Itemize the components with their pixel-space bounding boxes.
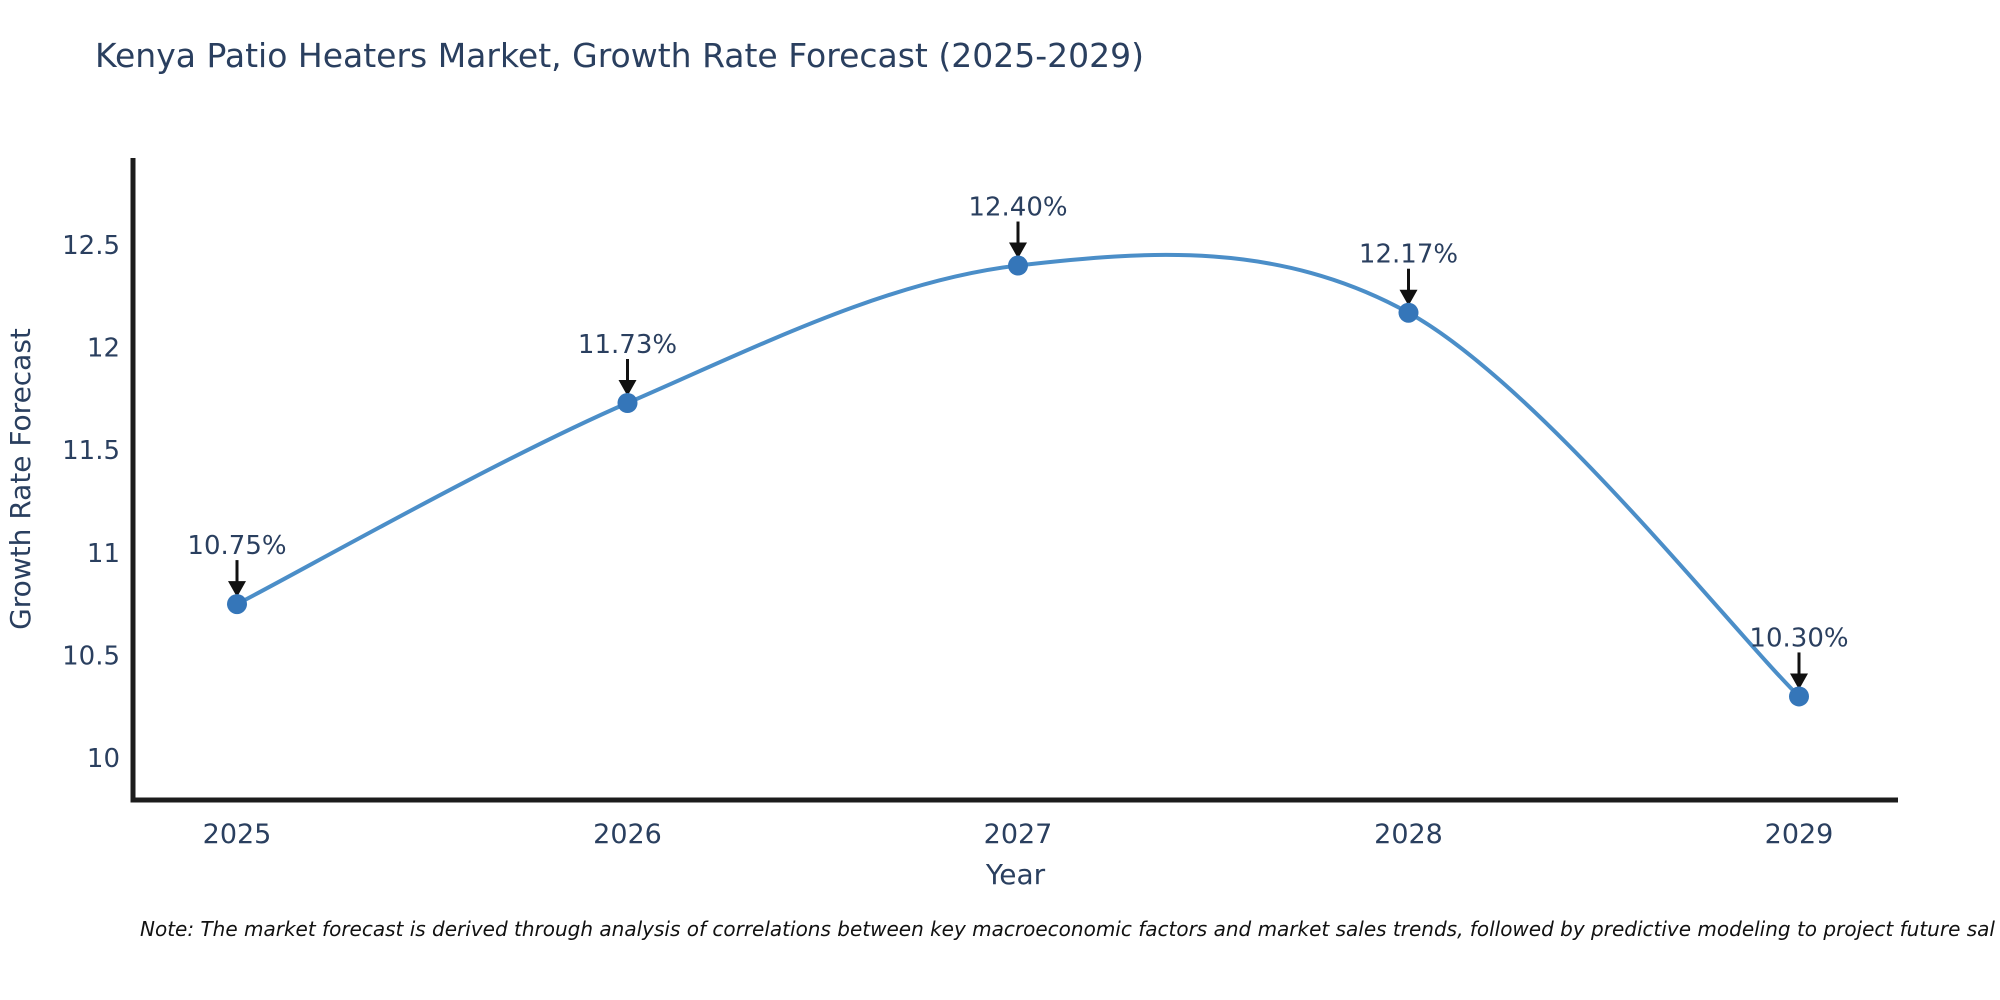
y-axis-tick-label: 11.5 xyxy=(62,436,120,466)
annotation-arrowhead-icon xyxy=(228,581,246,598)
chart-title: Kenya Patio Heaters Market, Growth Rate … xyxy=(95,36,1144,75)
y-axis-tick-label: 12 xyxy=(87,334,120,364)
y-axis-tick-label: 11 xyxy=(87,539,120,569)
y-axis-tick-label: 12.5 xyxy=(62,231,120,261)
annotation-arrowhead-icon xyxy=(1399,289,1418,306)
annotation-arrowhead-icon xyxy=(618,380,637,397)
x-axis-tick-label: 2027 xyxy=(984,819,1053,850)
x-axis-title: Year xyxy=(985,858,1046,891)
forecast-spline xyxy=(236,252,1801,698)
annotation-label: 11.73% xyxy=(578,330,677,360)
annotation-arrowhead-icon xyxy=(1790,673,1808,690)
x-axis-tick-label: 2025 xyxy=(203,819,272,850)
data-point-marker[interactable] xyxy=(1789,686,1809,707)
annotation-label: 10.30% xyxy=(1749,623,1848,653)
annotation-label: 10.75% xyxy=(187,531,286,561)
data-point-marker[interactable] xyxy=(227,594,247,615)
data-point-marker[interactable] xyxy=(617,393,638,414)
data-point-marker[interactable] xyxy=(1008,255,1028,276)
y-axis-title: Growth Rate Forecast xyxy=(4,328,37,630)
data-point-marker[interactable] xyxy=(1398,302,1419,323)
annotation-label: 12.17% xyxy=(1359,240,1458,270)
x-axis-tick-label: 2029 xyxy=(1765,819,1834,850)
y-axis-tick-label: 10 xyxy=(87,744,120,774)
footnote: Note: The market forecast is derived thr… xyxy=(140,917,1995,941)
x-axis-tick-label: 2028 xyxy=(1374,819,1443,850)
annotation-arrowhead-icon xyxy=(1009,242,1027,259)
annotation-label: 12.40% xyxy=(968,193,1067,223)
x-axis-tick-label: 2026 xyxy=(593,819,662,850)
y-axis-tick-label: 10.5 xyxy=(62,641,120,671)
